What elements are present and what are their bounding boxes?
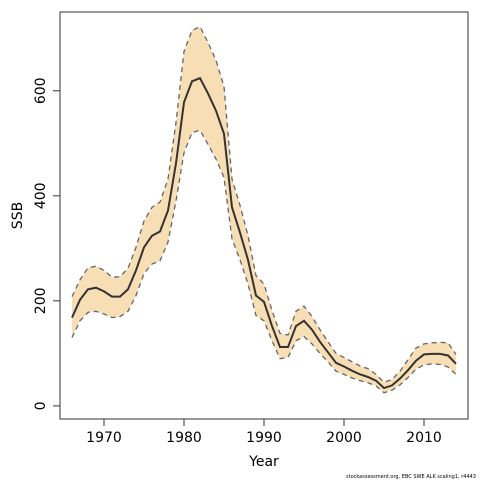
y-axis-title: SSB [10, 202, 26, 229]
x-tick-label: 1970 [86, 430, 122, 446]
y-tick-label: 600 [33, 77, 49, 104]
plot-frame [59, 11, 469, 420]
y-axis: 0 200 400 600 [33, 77, 61, 410]
lower-bound-line [71, 129, 457, 394]
x-axis-title: Year [248, 454, 279, 470]
confidence-band [72, 26, 456, 393]
ssb-estimate-line [71, 76, 457, 390]
x-axis: 1970 1980 1990 2000 2010 [86, 418, 442, 446]
x-tick-label: 1980 [166, 430, 202, 446]
footnote: stockassessment.org, EBC SWE ALK scaling… [346, 474, 476, 480]
y-tick-label: 400 [33, 182, 49, 209]
x-tick-label: 2010 [406, 430, 442, 446]
x-tick-label: 1990 [246, 430, 282, 446]
y-tick-label: 0 [33, 401, 49, 410]
upper-bound-line [71, 25, 457, 383]
y-tick-label: 200 [33, 287, 49, 314]
x-tick-label: 2000 [326, 430, 362, 446]
